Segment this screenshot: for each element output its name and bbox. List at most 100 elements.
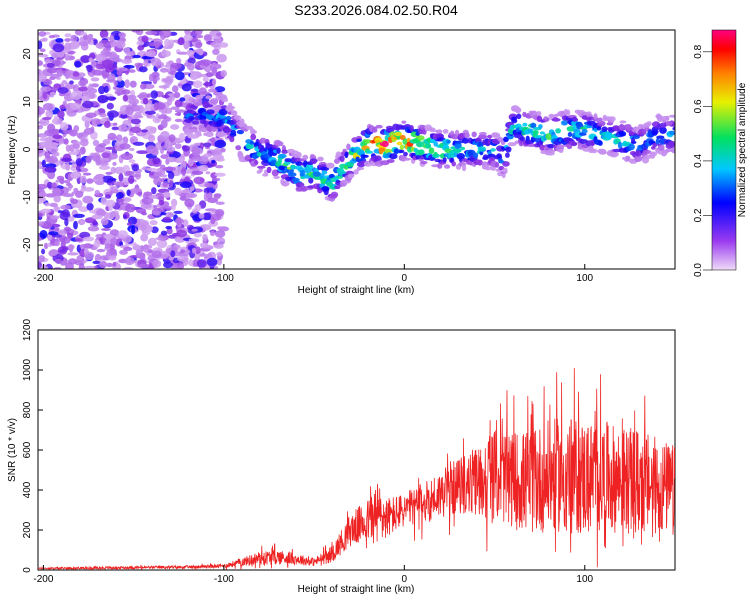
spectrogram-cell <box>55 258 62 264</box>
spectrogram-cell <box>451 161 457 167</box>
spectrogram-cell <box>160 50 171 58</box>
spectrogram-cell <box>614 152 619 156</box>
spectrogram-cell <box>70 34 78 43</box>
spectrogram-cell <box>52 43 65 53</box>
colorbar-tick-label: 0.4 <box>693 154 704 168</box>
spectrogram-cell <box>128 147 135 152</box>
spectrogram-cell <box>202 76 209 83</box>
spectrogram-cell <box>103 120 111 129</box>
spectrogram-cell <box>84 251 95 261</box>
spectrogram-cell <box>49 202 58 208</box>
spectrogram-cell <box>69 102 81 110</box>
spectrogram-cell <box>514 140 519 144</box>
spectrogram-cell <box>125 203 136 213</box>
spectrogram-cell <box>42 116 52 121</box>
spectrogram-cell <box>671 147 675 154</box>
spectrogram-cell <box>669 130 675 135</box>
spectrogram-cell <box>281 170 287 174</box>
y-tick-label: -20 <box>22 237 33 252</box>
x-tick-label: -100 <box>214 273 234 284</box>
spectrogram-cell <box>38 69 41 75</box>
spectrogram-cell <box>249 140 255 145</box>
spectrogram-cell <box>64 38 71 42</box>
spectrogram-cell <box>118 173 124 182</box>
spectrogram-cell <box>200 73 207 78</box>
spectrogram-cell <box>158 31 164 37</box>
spectrogram-cell <box>502 167 508 174</box>
spectrogram-cell <box>110 166 116 174</box>
spectrogram-cell <box>86 202 94 211</box>
spectrogram-cell <box>74 190 84 198</box>
spectrogram-cell <box>174 137 181 143</box>
spectrogram-cell <box>364 139 372 144</box>
spectrogram-cell <box>442 157 447 163</box>
spectrogram-cell <box>473 152 479 159</box>
spectrogram-cell <box>335 151 342 158</box>
spectrogram-cell <box>38 183 48 190</box>
y-tick-label: 400 <box>22 481 33 498</box>
spectrogram-cell <box>546 149 556 154</box>
spectrogram-cell <box>646 121 652 126</box>
spectrogram-cell <box>454 140 464 144</box>
spectrogram-cell <box>378 147 386 152</box>
spectrogram-cell <box>203 81 214 87</box>
spectrogram-cell <box>527 143 536 147</box>
spectrogram-cell <box>659 126 667 134</box>
spectrogram-cell <box>64 33 72 38</box>
spectrogram-cell <box>199 142 204 150</box>
spectrogram-cell <box>536 111 542 117</box>
x-tick-label: 0 <box>402 574 408 585</box>
spectrogram-cell <box>214 172 226 177</box>
spectrogram-cell <box>144 110 156 115</box>
spectrogram-cell <box>158 85 170 89</box>
spectrogram-cell <box>477 141 484 148</box>
spectrogram-cell <box>41 159 46 168</box>
spectrogram-cell <box>85 112 97 118</box>
spectrogram-cell <box>103 233 115 240</box>
spectrogram-cell <box>88 83 93 92</box>
x-tick-label: -100 <box>214 574 234 585</box>
spectrogram-cell <box>86 64 93 73</box>
spectrogram-cell <box>81 95 88 101</box>
spectrogram-cell <box>179 97 186 102</box>
spectrogram-cell <box>190 88 199 93</box>
spectrogram-cell <box>58 210 63 214</box>
spectrogram-cell <box>92 260 101 265</box>
spectrogram-cell <box>346 143 351 151</box>
spectrogram-cell <box>147 249 153 254</box>
colorbar-ticks: 0.0 0.2 0.4 0.6 0.8 <box>693 44 712 277</box>
spectrogram-cell <box>189 159 194 164</box>
spectrogram-cell <box>407 145 413 153</box>
spectrogram-cell <box>539 131 546 135</box>
spectrogram-cell <box>185 192 198 199</box>
spectrogram-cell <box>42 92 48 100</box>
spectrogram-cell <box>652 142 658 148</box>
spectrogram-cell <box>69 80 74 85</box>
spectrogram-cell <box>281 149 289 154</box>
spectrogram-cell <box>425 143 432 149</box>
spectrogram-cell <box>46 62 55 68</box>
spectrogram-cell <box>112 210 119 218</box>
spectrogram-cell <box>490 148 496 152</box>
spectrogram-cell <box>38 124 44 130</box>
spectrogram-cell <box>254 160 259 165</box>
spectrogram-cell <box>178 132 186 141</box>
spectrogram-cell <box>73 220 78 230</box>
spectrogram-cell <box>428 147 435 154</box>
spectrogram-cell <box>174 71 185 81</box>
spectrogram-cell <box>326 162 335 169</box>
spectrogram-cell <box>151 187 157 195</box>
spectrogram-cell <box>57 110 65 119</box>
spectrogram-cell <box>95 157 101 166</box>
spectrogram-cell <box>183 40 190 49</box>
spectrogram-cell <box>69 40 80 50</box>
spectrogram-cell <box>195 48 204 54</box>
spectrogram-cell <box>51 52 59 59</box>
spectrogram-cell <box>137 263 150 269</box>
spectrogram-cell <box>131 164 139 172</box>
spectrogram-cell <box>79 175 87 184</box>
spectrogram-cell <box>462 165 467 172</box>
spectrogram-cell <box>204 104 214 108</box>
spectrogram-cell <box>196 133 202 137</box>
